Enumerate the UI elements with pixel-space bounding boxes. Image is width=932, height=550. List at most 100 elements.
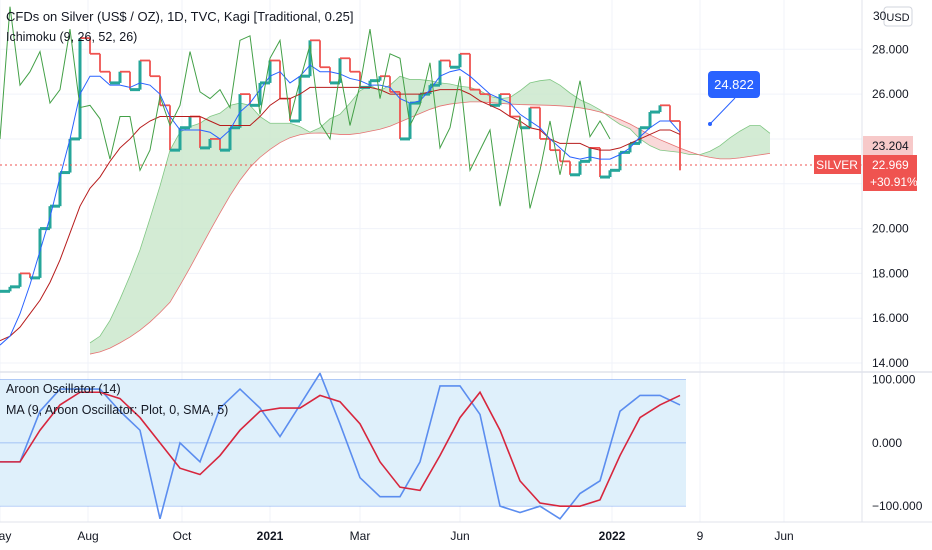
time-axis[interactable]: May Aug Oct 2021 Mar Jun 2022 9 Jun [0, 529, 794, 543]
aroon-ma-line [0, 390, 681, 507]
change-percent: +30.91% [870, 175, 918, 189]
time-tick-label-3: 2021 [257, 529, 284, 543]
senkou-span-a [89, 75, 771, 344]
cloud-segment-8 [170, 132, 180, 303]
time-tick-label-0: May [0, 529, 11, 543]
cloud-segment-48 [570, 93, 580, 108]
cloud-segment-27 [360, 85, 370, 134]
cloud-segment-30 [390, 76, 400, 127]
cloud-segment-43 [520, 82, 530, 105]
cloud-segment-58 [670, 143, 680, 153]
ichimoku-legend[interactable]: Ichimoku (9, 26, 52, 26) [6, 30, 138, 44]
ichimoku-lines [0, 6, 681, 346]
cloud-segment-53 [620, 119, 630, 129]
cloud-segment-20 [290, 123, 300, 138]
cloud-segment-52 [610, 115, 620, 125]
currency-label: USD [886, 12, 909, 24]
cloud-segment-44 [530, 80, 540, 106]
cloud-segment-63 [720, 137, 730, 159]
cloud-segment-4 [130, 249, 140, 338]
cloud-segment-17 [260, 116, 270, 158]
cloud-segment-42 [510, 90, 520, 105]
cloud-segment-10 [190, 123, 200, 268]
cloud-segment-62 [710, 145, 720, 159]
aroon-tick-label-0: −100.000 [872, 499, 923, 513]
ichimoku-cloud [89, 75, 771, 355]
cloud-segment-65 [740, 125, 750, 158]
cloud-segment-33 [420, 79, 430, 114]
time-tick-label-7: 9 [697, 529, 704, 543]
cloud-segment-23 [320, 118, 330, 134]
callout-leader [709, 97, 736, 125]
price-tick-label-7: 28.000 [872, 42, 909, 56]
symbol-tag [814, 155, 861, 174]
cloud-segment-45 [540, 79, 550, 106]
cloud-segment-11 [200, 116, 210, 250]
cloud-segment-12 [210, 113, 220, 231]
cloud-segment-35 [440, 82, 450, 107]
time-tick-label-2: Oct [173, 529, 192, 543]
cloud-segment-26 [350, 90, 360, 135]
aroon-oscillator-line [0, 371, 681, 520]
cloud-segment-67 [760, 125, 770, 155]
cloud-segment-18 [270, 123, 280, 150]
last-price-value: 22.969 [872, 158, 909, 172]
cloud-segment-28 [370, 85, 380, 132]
price-tick-label-3: 20.000 [872, 222, 909, 236]
cloud-segment-46 [550, 79, 560, 106]
senkou-span-b [89, 101, 771, 355]
cloud-segment-1 [100, 320, 110, 352]
aroon-tick-label-2: 100.000 [872, 373, 916, 387]
cloud-segment-3 [120, 275, 130, 343]
time-tick-label-6: 2022 [599, 529, 626, 543]
price-axis[interactable]: 14.000 16.000 18.000 20.000 26.000 28.000 [872, 42, 909, 370]
cloud-segment-0 [90, 336, 100, 355]
cloud-segment-54 [630, 124, 640, 139]
time-tick-label-4: Mar [350, 529, 371, 543]
cloud-segment-6 [150, 186, 160, 323]
aroon-ma-legend[interactable]: MA (9, Aroon Oscillator: Plot, 0, SMA, 5… [6, 403, 229, 417]
cloud-segment-9 [180, 126, 190, 286]
cloud-segment-64 [730, 131, 740, 159]
cloud-segment-57 [660, 139, 670, 152]
callout-box[interactable] [708, 71, 760, 98]
cloud-segment-19 [280, 123, 290, 143]
cloud-segment-16 [250, 105, 260, 168]
cloud-segment-47 [560, 85, 570, 107]
cloud-segment-5 [140, 218, 150, 331]
cloud-segment-55 [640, 129, 650, 146]
cloud-segment-7 [160, 150, 170, 313]
cloud-segment-49 [580, 99, 590, 110]
cloud-segment-61 [700, 151, 710, 158]
cloud-segment-13 [220, 105, 230, 213]
price-tick-label-1: 16.000 [872, 311, 909, 325]
cloud-segment-32 [410, 79, 420, 118]
symbol-label: SILVER [816, 158, 858, 172]
price-tick-label-0: 14.000 [872, 356, 909, 370]
aroon-tick-label-1: 0.000 [872, 436, 902, 450]
price-tick-label-2: 18.000 [872, 266, 909, 280]
cloud-segment-38 [470, 87, 480, 102]
time-tick-label-8: Jun [774, 529, 793, 543]
axis-top-partial: 30 [873, 9, 887, 23]
aroon-pane [0, 371, 686, 520]
time-tick-label-1: Aug [77, 529, 98, 543]
lagging-span [0, 6, 611, 209]
cloud-segment-29 [380, 85, 390, 130]
cloud-segment-66 [750, 125, 760, 157]
callout-anchor [708, 122, 712, 126]
cloud-segment-21 [300, 126, 310, 135]
price-tick-label-6: 26.000 [872, 87, 909, 101]
callout-value: 24.822 [714, 77, 754, 92]
aroon-legend[interactable]: Aroon Oscillator (14) [6, 382, 121, 396]
cloud-segment-2 [110, 299, 120, 349]
last-price-tag [863, 155, 917, 191]
cloud-segment-15 [240, 103, 250, 181]
currency-badge[interactable] [883, 6, 913, 27]
aroon-axis[interactable]: −100.000 0.000 100.000 [872, 373, 923, 514]
chart-title[interactable]: CFDs on Silver (US$ / OZ), 1D, TVC, Kagi… [6, 9, 354, 24]
cloud-segment-59 [680, 148, 690, 155]
cloud-price-tag [863, 136, 913, 155]
cloud-price-value: 23.204 [872, 139, 909, 153]
